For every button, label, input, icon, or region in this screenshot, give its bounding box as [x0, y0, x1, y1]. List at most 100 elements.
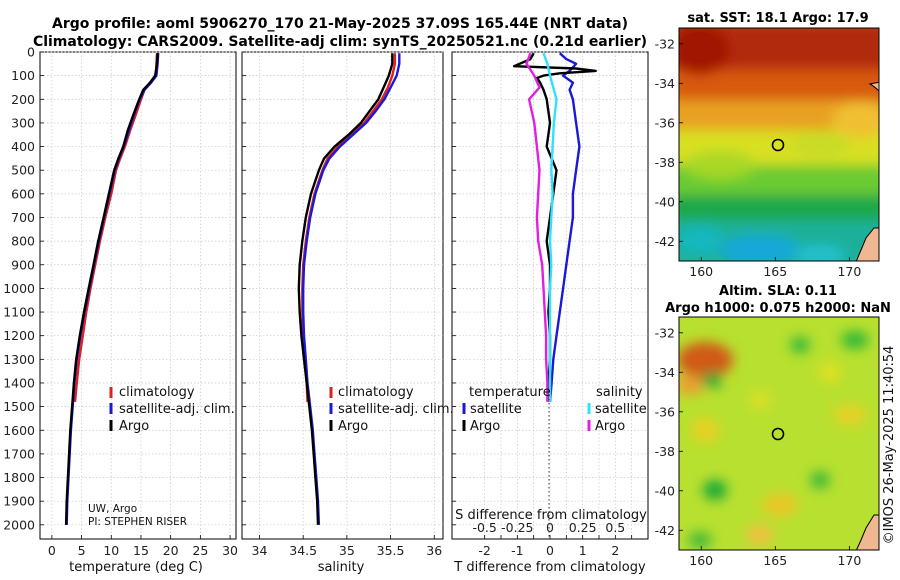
legend-label-satellite: satellite-adj. clim. — [119, 402, 235, 417]
map-x-tick-label: 160 — [689, 553, 713, 568]
sla-map-title-line1: Altim. SLA: 0.11 — [719, 284, 837, 299]
series-line-t-argo — [512, 52, 597, 403]
series-line-argo — [64, 53, 159, 525]
sla-map-title-line2: Argo h1000: 0.075 h2000: NaN — [665, 301, 891, 316]
x-tick-label: 5 — [78, 543, 86, 558]
sst-map-ticks: 160 165 170 -32 -34 -36 -38 -40 -42 — [655, 36, 862, 279]
map-y-tick-label: -34 — [655, 365, 675, 380]
depth-tick-label: 0 — [27, 45, 35, 60]
depth-tick-label: 100 — [11, 68, 35, 83]
map-x-tick-label: 160 — [689, 264, 713, 279]
x-tick-label: 0 — [546, 543, 554, 558]
x-tick-label: 35 — [339, 543, 355, 558]
s-difference-tick-label: 0.5 — [605, 520, 625, 535]
s-difference-tick-label: 0.25 — [569, 520, 597, 535]
sla-map-image — [679, 317, 879, 550]
map-y-tick-label: -36 — [655, 404, 675, 419]
x-tick-label: 15 — [133, 543, 149, 558]
map-y-tick-label: -38 — [655, 444, 675, 459]
legend-header-salinity: salinity — [596, 385, 643, 400]
series-line-s-argo — [525, 52, 549, 402]
map-x-tick-label: 170 — [837, 553, 861, 568]
x-tick-label: 25 — [192, 543, 208, 558]
credit-line2: PI: STEPHEN RISER — [88, 516, 187, 528]
profile-series — [64, 52, 597, 525]
depth-tick-label: 800 — [11, 234, 35, 249]
series-line-s-satellite — [542, 52, 558, 402]
legend-difference: temperature salinity satellite Argo sate… — [462, 385, 647, 434]
x-tick-label: 34 — [252, 543, 268, 558]
x-tick-label: 30 — [222, 543, 238, 558]
depth-tick-label: 600 — [11, 186, 35, 201]
depth-tick-label: 1600 — [3, 423, 35, 438]
depth-tick-label: 300 — [11, 115, 35, 130]
sst-map-title: sat. SST: 18.1 Argo: 17.9 — [687, 11, 868, 26]
map-y-tick-label: -38 — [655, 155, 675, 170]
x-tick-label: 20 — [163, 543, 179, 558]
legend-label-argo: Argo — [338, 419, 368, 434]
map-y-tick-label: -32 — [655, 325, 675, 340]
legend-label-s-satellite: satellite — [595, 402, 647, 417]
sst-profile-marker — [771, 138, 785, 152]
map-y-tick-label: -34 — [655, 76, 675, 91]
figure-title-line2: Climatology: CARS2009. Satellite-adj cli… — [33, 34, 647, 50]
depth-tick-label: 900 — [11, 257, 35, 272]
map-y-tick-label: -36 — [655, 115, 675, 130]
credit-line1: UW, Argo — [88, 503, 137, 515]
figure-title-line1: Argo profile: aoml 5906270_170 21-May-20… — [52, 16, 628, 32]
x-tick-labels: 0 5 10 15 20 25 30 34 34.5 35 35.5 36 -2 -1 0 1 2 -0.5 -0.… — [48, 520, 625, 558]
legend-header-temperature: temperature — [469, 385, 551, 400]
sla-profile-marker — [771, 427, 785, 441]
map-y-tick-label: -32 — [655, 36, 675, 51]
sst-map-image — [679, 28, 879, 261]
s-difference-tick-label: -0.5 — [472, 520, 496, 535]
s-difference-axis-label: S difference from climatology — [455, 508, 647, 523]
x-tick-label: 34.5 — [289, 543, 317, 558]
legend-label-climatology: climatology — [338, 385, 414, 400]
copyright-text: ©IMOS 26-May-2025 11:40:54 — [882, 346, 897, 545]
legend-salinity: climatology satellite-adj. clim. Argo — [329, 385, 454, 434]
x-tick-label: -2 — [478, 543, 490, 558]
depth-tick-label: 500 — [11, 163, 35, 178]
t-difference-axis-label: T difference from climatology — [453, 560, 646, 575]
map-y-tick-label: -42 — [655, 523, 675, 538]
depth-tick-label: 1100 — [3, 305, 35, 320]
s-difference-tick-label: -0.25 — [501, 520, 533, 535]
x-tick-label: -1 — [511, 543, 523, 558]
depth-tick-label: 1500 — [3, 399, 35, 414]
sst-map-frame — [678, 27, 880, 262]
x-tick-label: 1 — [579, 543, 587, 558]
map-y-tick-label: -40 — [655, 194, 675, 209]
map-x-tick-label: 170 — [837, 264, 861, 279]
map-y-tick-label: -42 — [655, 234, 675, 249]
depth-tick-label: 400 — [11, 139, 35, 154]
series-line-argo — [297, 53, 394, 525]
depth-tick-label: 1000 — [3, 281, 35, 296]
map-x-tick-label: 165 — [763, 264, 787, 279]
depth-tick-label: 700 — [11, 210, 35, 225]
legend-label-climatology: climatology — [119, 385, 195, 400]
legend-label-satellite: satellite-adj. clim. — [338, 402, 454, 417]
depth-tick-label: 1700 — [3, 446, 35, 461]
map-y-tick-label: -40 — [655, 483, 675, 498]
depth-tick-label: 1800 — [3, 470, 35, 485]
depth-tick-label: 200 — [11, 92, 35, 107]
legend-label-t-satellite: satellite — [470, 402, 522, 417]
depth-tick-label: 1300 — [3, 352, 35, 367]
legend-label-t-argo: Argo — [470, 419, 500, 434]
x-tick-label: 35.5 — [377, 543, 405, 558]
x-tick-label: 36 — [426, 543, 442, 558]
x-tick-label: 10 — [103, 543, 119, 558]
salinity-plot-area — [241, 51, 444, 540]
salinity-axis-label: salinity — [318, 560, 365, 575]
legend-label-argo: Argo — [119, 419, 149, 434]
legend-label-s-argo: Argo — [595, 419, 625, 434]
map-x-tick-label: 165 — [763, 553, 787, 568]
x-tick-label: 0 — [48, 543, 56, 558]
depth-tick-label: 2000 — [3, 517, 35, 532]
temperature-axis-label: temperature (deg C) — [69, 560, 203, 575]
depth-tick-label: 1400 — [3, 375, 35, 390]
sla-map-frame — [678, 316, 880, 551]
depth-tick-label: 1900 — [3, 494, 35, 509]
